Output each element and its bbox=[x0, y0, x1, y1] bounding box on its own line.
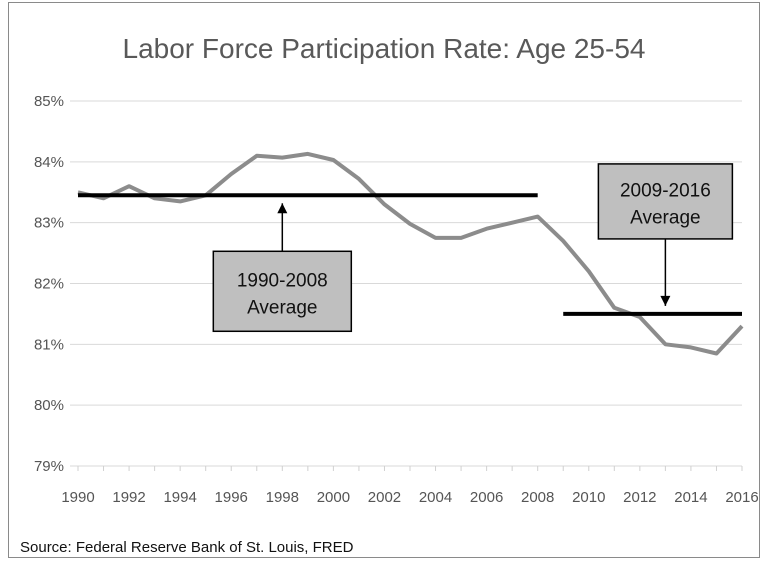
x-tick-label: 1996 bbox=[215, 489, 248, 506]
x-tick-label: 1990 bbox=[61, 489, 94, 506]
x-tick-label: 2002 bbox=[368, 489, 401, 506]
grid-layer bbox=[70, 100, 742, 467]
y-tick-label: 79% bbox=[34, 458, 64, 475]
source-note: Source: Federal Reserve Bank of St. Loui… bbox=[20, 539, 354, 556]
x-tick-label: 1994 bbox=[163, 489, 196, 506]
chart-title: Labor Force Participation Rate: Age 25-5… bbox=[123, 33, 646, 64]
x-tick-label: 2010 bbox=[572, 489, 605, 506]
x-tick-label: 1998 bbox=[266, 489, 299, 506]
y-axis-ticks: 79% 80% 81% 82% 83% 84% 85% bbox=[34, 93, 64, 475]
y-tick-label: 80% bbox=[34, 397, 64, 414]
annotation-label: 2009-2016 bbox=[620, 180, 711, 201]
annotation-box bbox=[212, 250, 353, 333]
x-tick-label: 2004 bbox=[419, 489, 452, 506]
annotation-label: 1990-2008 bbox=[237, 270, 328, 291]
x-tick-label: 1992 bbox=[112, 489, 145, 506]
y-tick-label: 82% bbox=[34, 276, 64, 293]
y-tick-label: 85% bbox=[34, 93, 64, 110]
y-tick-label: 81% bbox=[34, 336, 64, 353]
annotation-label: Average bbox=[630, 207, 700, 228]
annotation-box bbox=[597, 163, 734, 240]
x-tick-label: 2012 bbox=[623, 489, 656, 506]
x-tick-label: 2000 bbox=[317, 489, 350, 506]
y-tick-label: 83% bbox=[34, 215, 64, 232]
averages-layer: 1990-2008 Average 2009-2016 Average bbox=[78, 163, 742, 333]
chart-frame bbox=[8, 2, 760, 558]
x-tick-label: 2008 bbox=[521, 489, 554, 506]
x-tick-label: 2014 bbox=[674, 489, 707, 506]
x-tick-label: 2006 bbox=[470, 489, 503, 506]
y-tick-label: 84% bbox=[34, 154, 64, 171]
x-tick-label: 2016 bbox=[725, 489, 758, 506]
annotation-label: Average bbox=[247, 297, 317, 318]
arrow-head bbox=[277, 203, 288, 214]
x-axis-ticks: 1990 1992 1994 1996 1998 2000 2002 2004 2006 2008… bbox=[61, 466, 759, 506]
arrow-head bbox=[660, 295, 671, 306]
